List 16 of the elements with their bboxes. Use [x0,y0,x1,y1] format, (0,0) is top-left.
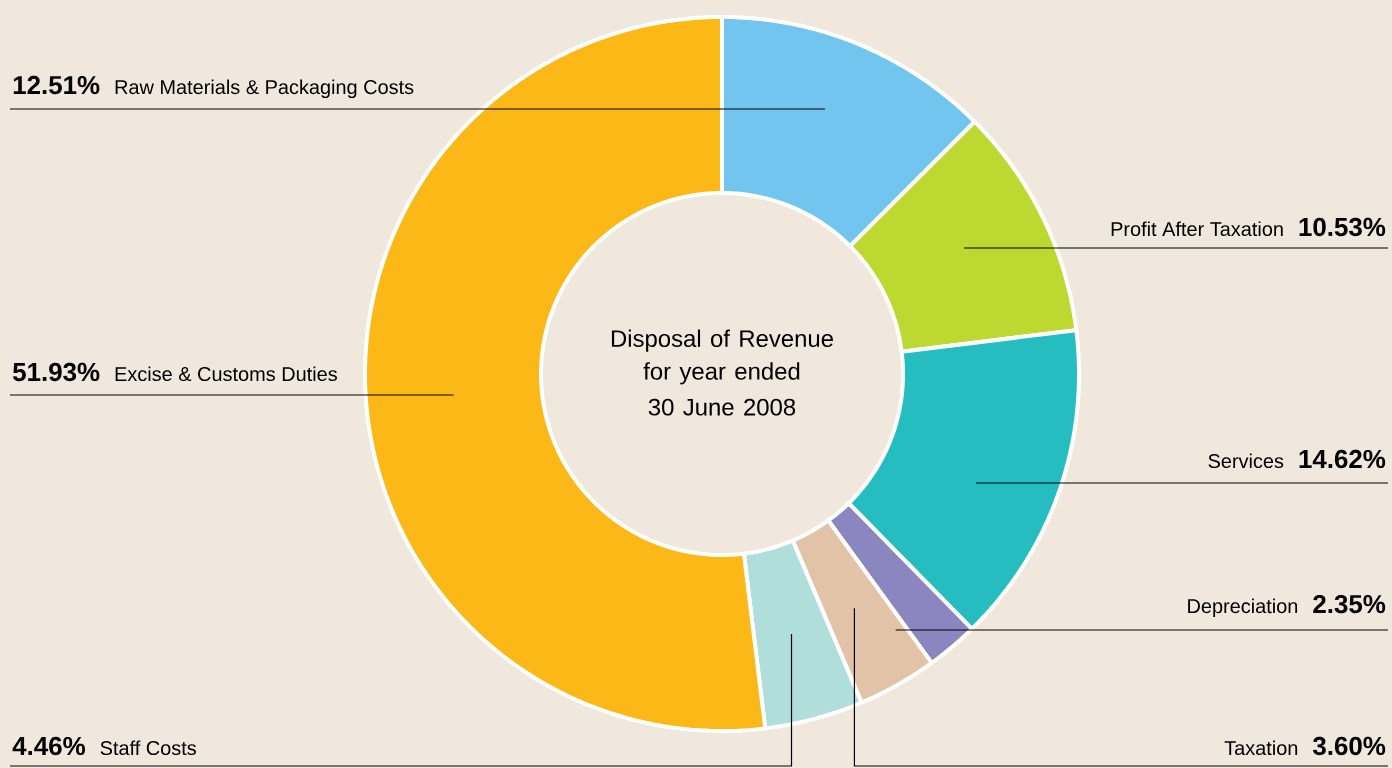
data-label: 4.46% [12,736,85,756]
slice-label: Raw Materials & Packaging Costs [115,79,414,99]
data-label: 2.35% [1313,594,1386,614]
text: for year ended 30 June 2008 [643,362,800,416]
data-label: 3.60% [1312,736,1386,756]
data-label: 14.62% [1299,449,1386,469]
slice-label: Profit After Taxation [1111,221,1283,237]
slice-label: Taxation [1224,740,1298,756]
data-label: 12.51% [13,75,100,95]
slice-label: Excise & Customs Duties [115,366,337,382]
text: Disposal of Revenue [611,329,833,352]
slice-label: Staff Costs [100,740,196,756]
data-label: 10.53% [1299,217,1386,237]
slice-label: Services [1208,453,1284,469]
slice-label: Depreciation [1188,598,1298,618]
data-label: 51.93% [13,362,100,382]
